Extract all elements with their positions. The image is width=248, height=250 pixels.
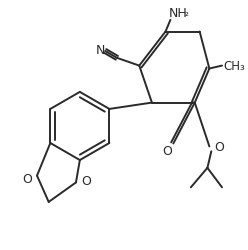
Text: ₂: ₂ bbox=[185, 8, 188, 18]
Text: O: O bbox=[162, 144, 172, 157]
Text: O: O bbox=[22, 172, 32, 185]
Text: NH: NH bbox=[169, 6, 187, 20]
Text: O: O bbox=[214, 140, 224, 153]
Text: N: N bbox=[96, 43, 105, 56]
Text: CH₃: CH₃ bbox=[223, 60, 245, 73]
Text: O: O bbox=[81, 174, 91, 187]
